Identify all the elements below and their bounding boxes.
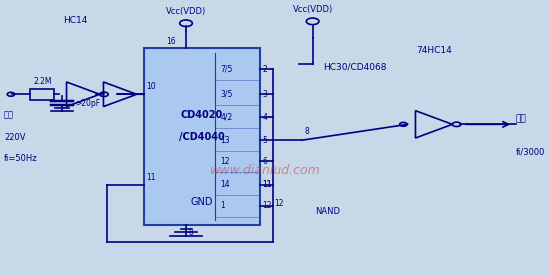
Text: 3: 3 bbox=[262, 89, 267, 99]
Text: 4: 4 bbox=[262, 113, 267, 122]
Text: 2.2M: 2.2M bbox=[33, 77, 52, 86]
Text: CD4020: CD4020 bbox=[181, 110, 223, 120]
Text: 12: 12 bbox=[274, 199, 284, 208]
Text: 13: 13 bbox=[220, 136, 230, 145]
Text: >20pF: >20pF bbox=[75, 99, 100, 108]
Text: 11: 11 bbox=[262, 180, 272, 189]
Text: 6: 6 bbox=[262, 157, 267, 166]
Text: 11: 11 bbox=[262, 180, 272, 189]
Text: 7/5: 7/5 bbox=[220, 65, 233, 74]
Text: 输出: 输出 bbox=[516, 114, 526, 123]
Text: Vcc(VDD): Vcc(VDD) bbox=[166, 7, 206, 16]
Text: Vcc(VDD): Vcc(VDD) bbox=[293, 5, 333, 14]
Text: 10: 10 bbox=[146, 82, 155, 91]
Text: 16: 16 bbox=[166, 38, 176, 46]
Text: 8: 8 bbox=[189, 228, 193, 237]
Text: 14: 14 bbox=[220, 180, 230, 189]
Text: NAND: NAND bbox=[315, 207, 340, 216]
Text: 8: 8 bbox=[305, 127, 310, 136]
Text: 输入: 输入 bbox=[4, 111, 14, 120]
Text: HC30/CD4068: HC30/CD4068 bbox=[323, 62, 386, 71]
Text: 1: 1 bbox=[220, 201, 225, 210]
Text: fi=50Hz: fi=50Hz bbox=[4, 154, 38, 163]
Text: 2: 2 bbox=[262, 65, 267, 74]
FancyBboxPatch shape bbox=[144, 48, 260, 225]
Text: GND: GND bbox=[191, 197, 213, 207]
Text: 5: 5 bbox=[262, 136, 267, 145]
Text: 11: 11 bbox=[146, 173, 155, 182]
Text: 4/2: 4/2 bbox=[220, 113, 233, 122]
Text: 3/5: 3/5 bbox=[220, 89, 233, 99]
Text: 220V: 220V bbox=[4, 132, 25, 142]
FancyBboxPatch shape bbox=[30, 89, 54, 100]
Text: 12: 12 bbox=[220, 157, 230, 166]
Text: 12: 12 bbox=[262, 201, 272, 210]
Text: HC14: HC14 bbox=[63, 16, 87, 25]
Text: /CD4040: /CD4040 bbox=[179, 132, 225, 142]
Text: www.dianiud.com: www.dianiud.com bbox=[210, 164, 321, 177]
Text: 74HC14: 74HC14 bbox=[416, 46, 452, 55]
Text: fi/3000: fi/3000 bbox=[516, 147, 545, 156]
